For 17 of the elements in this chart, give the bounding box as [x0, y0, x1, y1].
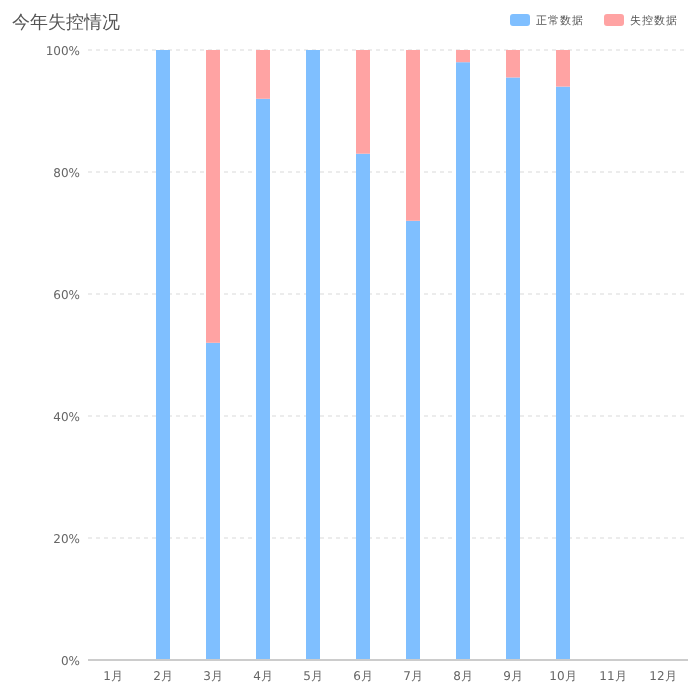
- bar: [406, 50, 420, 221]
- bar: [556, 86, 570, 660]
- bar: [206, 342, 220, 660]
- bar: [456, 62, 470, 660]
- bar: [506, 77, 520, 660]
- bar: [256, 50, 270, 99]
- chart-title: 今年失控情况: [12, 12, 120, 34]
- bar: [156, 50, 170, 660]
- bar: [306, 50, 320, 660]
- bar: [256, 98, 270, 660]
- bar: [406, 220, 420, 660]
- bar: [456, 50, 470, 63]
- bar: [206, 50, 220, 343]
- bar: [356, 153, 370, 660]
- bar: [556, 50, 570, 87]
- bar: [506, 50, 520, 78]
- bar: [356, 50, 370, 154]
